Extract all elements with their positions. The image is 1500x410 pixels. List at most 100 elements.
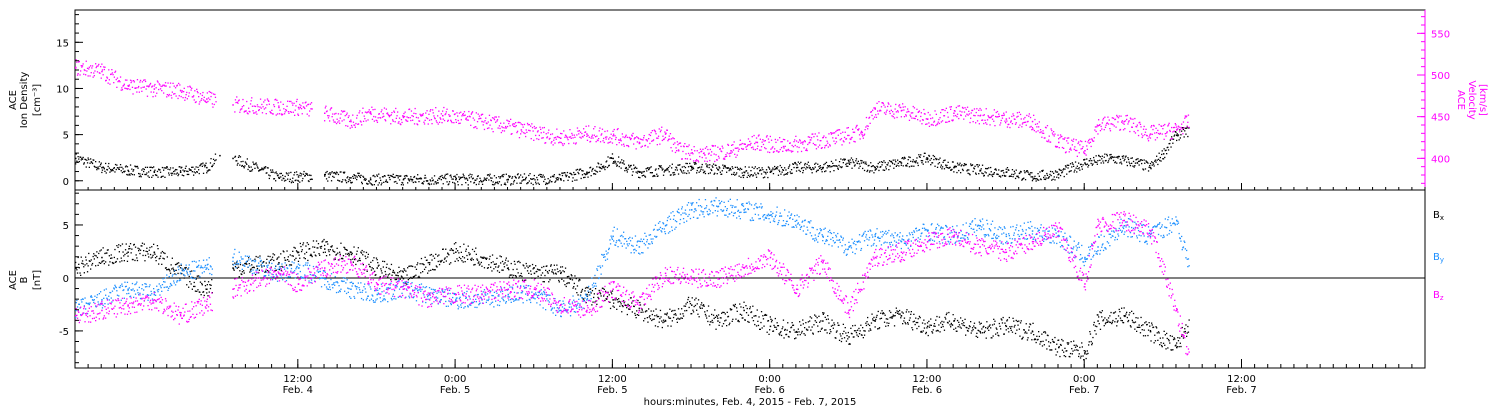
data-point-right	[355, 122, 357, 125]
data-point-Bx	[453, 243, 456, 245]
data-point-left	[133, 169, 135, 171]
data-point-right	[1058, 147, 1060, 149]
data-point-right	[105, 79, 107, 81]
data-point-Bx	[769, 316, 771, 318]
data-point-Bx	[207, 281, 210, 283]
data-point-right	[338, 120, 340, 122]
data-point-left	[961, 168, 964, 170]
data-point-right	[611, 142, 614, 144]
data-point-left	[784, 167, 786, 169]
data-point-left	[300, 173, 303, 175]
data-point-right	[433, 117, 436, 119]
data-point-left	[1034, 178, 1037, 180]
data-point-Bx	[281, 265, 283, 268]
data-point-left	[97, 166, 99, 168]
data-point-right	[1131, 126, 1133, 128]
data-point-Bx	[549, 279, 551, 281]
data-point-Bx	[523, 265, 525, 267]
data-point-left	[1040, 178, 1042, 181]
data-point-Bx	[194, 285, 196, 288]
data-point-Bx	[383, 260, 386, 263]
data-point-left	[1036, 179, 1039, 181]
data-point-Bx	[199, 281, 202, 283]
data-point-Bx	[110, 257, 112, 259]
data-point-right	[198, 103, 200, 105]
data-point-Bx	[392, 269, 394, 272]
data-point-right	[1080, 148, 1082, 150]
data-point-Bx	[521, 275, 523, 278]
data-point-right	[721, 150, 723, 153]
data-point-Bx	[92, 255, 94, 258]
data-point-left	[571, 174, 573, 176]
data-point-left	[800, 161, 802, 163]
data-point-left	[811, 172, 813, 174]
data-point-left	[548, 182, 550, 184]
data-point-Bx	[628, 308, 630, 310]
data-point-right	[536, 138, 538, 140]
data-point-Bx	[798, 331, 800, 333]
data-point-Bx	[422, 263, 424, 265]
data-point-right	[103, 66, 105, 68]
data-point-right	[435, 120, 437, 122]
data-point-right	[89, 75, 91, 77]
data-point-Bx	[772, 330, 775, 332]
data-point-right	[837, 134, 839, 136]
data-point-left	[689, 165, 692, 167]
data-point-left	[144, 166, 147, 168]
data-marker-left	[350, 177, 352, 179]
data-point-Bx	[832, 324, 834, 326]
data-point-left	[465, 177, 467, 179]
data-point-left	[845, 163, 847, 165]
data-point-left	[926, 158, 929, 161]
data-point-Bx	[763, 325, 765, 327]
data-point-right	[754, 149, 756, 151]
data-point-right	[244, 110, 247, 112]
data-point-Bx	[483, 256, 485, 258]
data-point-left	[894, 159, 896, 161]
data-point-right	[1187, 121, 1189, 123]
data-point-Bx	[472, 259, 474, 261]
data-point-right	[299, 106, 301, 109]
data-point-Bx	[925, 331, 927, 334]
data-point-left	[643, 174, 645, 176]
data-point-left	[652, 175, 655, 177]
data-point-right	[391, 112, 393, 114]
data-point-left	[571, 180, 574, 182]
data-point-left	[804, 162, 806, 165]
data-point-right	[1111, 117, 1113, 119]
data-point-left	[361, 181, 363, 183]
data-point-left	[324, 173, 326, 176]
data-point-right	[396, 115, 398, 117]
data-point-Bx	[896, 310, 898, 312]
data-point-right	[757, 135, 760, 137]
data-point-Bx	[910, 313, 912, 315]
data-point-Bx	[455, 242, 457, 244]
data-point-right	[883, 112, 886, 114]
data-point-Bx	[408, 265, 410, 267]
data-point-Bx	[270, 266, 272, 268]
data-point-left	[433, 175, 436, 177]
data-point-left	[259, 169, 262, 171]
data-point-left	[748, 166, 750, 168]
data-point-left	[167, 168, 169, 170]
data-point-left	[438, 177, 440, 179]
data-point-right	[1044, 137, 1046, 139]
data-point-right	[626, 144, 628, 147]
data-point-right	[1027, 120, 1029, 123]
data-point-left	[544, 178, 546, 180]
data-point-Bx	[123, 260, 125, 262]
data-point-right	[860, 130, 863, 132]
data-point-right	[279, 109, 281, 111]
data-marker-Bx	[402, 277, 405, 280]
data-point-right	[1026, 114, 1028, 117]
data-point-left	[621, 159, 623, 161]
data-point-right	[245, 110, 247, 112]
data-point-right	[243, 105, 245, 107]
data-point-left	[117, 167, 119, 169]
data-point-right	[431, 123, 433, 125]
data-point-left	[636, 172, 638, 174]
data-point-left	[183, 170, 185, 173]
data-point-left	[418, 181, 420, 183]
data-point-right	[817, 146, 819, 148]
data-point-left	[603, 165, 605, 167]
